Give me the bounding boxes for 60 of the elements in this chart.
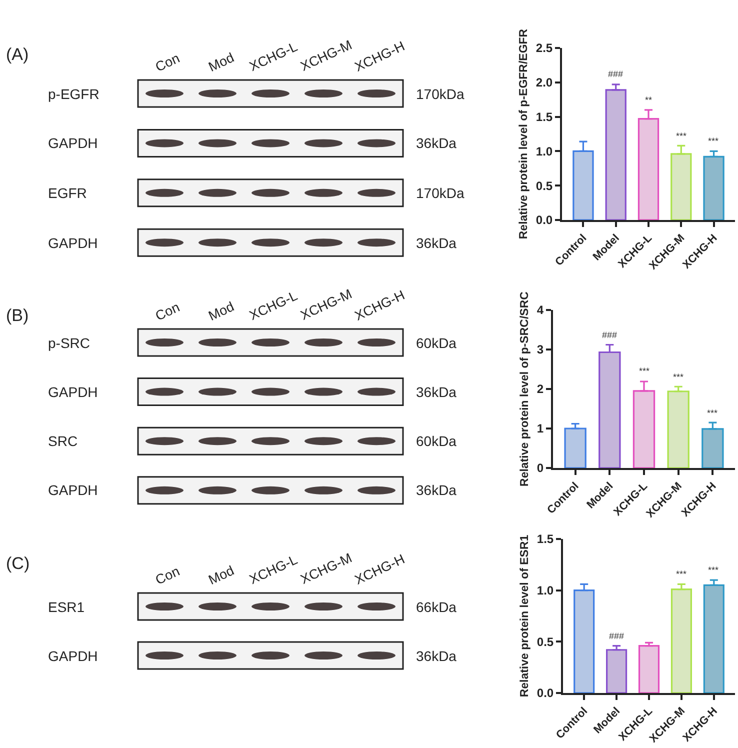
bar [606, 649, 628, 693]
bar [638, 644, 660, 693]
text: 170kDa [416, 185, 464, 201]
text: Con [153, 563, 182, 588]
y-tick-label: 1 [536, 422, 544, 436]
text: Mod [206, 562, 236, 588]
text: 36kDa [416, 135, 457, 151]
y-tick-label: 0.5 [536, 634, 554, 649]
annotation: ### [602, 330, 618, 340]
text: 60kDa [416, 335, 457, 351]
annotation: *** [639, 366, 650, 376]
text: Mod [206, 50, 236, 75]
text: 36kDa [416, 648, 457, 664]
text: GAPDH [48, 235, 98, 251]
text: GAPDH [48, 482, 98, 498]
y-tick-label: 1.5 [536, 110, 553, 124]
annotation: ### [609, 631, 624, 641]
annotation: *** [676, 569, 688, 579]
y-tick-label: 2.5 [536, 41, 553, 56]
y-tick-label: 1.0 [536, 144, 553, 158]
text: GAPDH [48, 384, 98, 400]
y-tick-label: 1.5 [536, 532, 554, 546]
text: EGFR [48, 185, 87, 201]
text: GAPDH [48, 135, 98, 151]
text: Con [153, 50, 182, 75]
annotation: *** [673, 372, 684, 382]
text: Con [153, 299, 182, 324]
y-tick-label: 3 [536, 342, 544, 357]
y-tick-label: 2.0 [536, 76, 553, 90]
y-tick-label: 1.0 [536, 584, 554, 598]
text: 36kDa [416, 482, 457, 498]
annotation: *** [707, 408, 718, 418]
y-axis-title: Relative protein level of p-SRC/SRC [518, 292, 531, 486]
annotation: *** [708, 565, 720, 575]
text: 170kDa [416, 86, 464, 102]
text: (C) [6, 554, 30, 573]
annotation: *** [708, 136, 720, 146]
y-tick-label: 0 [536, 461, 544, 476]
text: 36kDa [416, 235, 457, 251]
y-tick-label: 0.5 [536, 178, 553, 193]
text: (B) [6, 306, 29, 325]
y-tick-label: 2 [536, 382, 544, 396]
text: SRC [48, 433, 78, 449]
y-axis-title: Relative protein level of ESR1 [518, 534, 531, 698]
y-tick-label: 0.0 [536, 686, 554, 700]
text: p-SRC [48, 335, 90, 351]
annotation: ** [645, 95, 652, 105]
text: 36kDa [416, 384, 457, 400]
text: GAPDH [48, 648, 98, 664]
text: 60kDa [416, 433, 457, 449]
annotation: *** [676, 131, 688, 141]
text: Mod [206, 298, 236, 324]
text: 66kDa [416, 599, 457, 615]
y-tick-label: 4 [536, 303, 544, 318]
text: ESR1 [48, 599, 85, 615]
text: p-EGFR [48, 86, 100, 102]
annotation: ### [608, 69, 624, 79]
text: (A) [6, 45, 29, 64]
y-axis-title: Relative protein level of p-EGFR/EGFR [518, 28, 530, 240]
y-tick-label: 0.0 [536, 213, 553, 228]
